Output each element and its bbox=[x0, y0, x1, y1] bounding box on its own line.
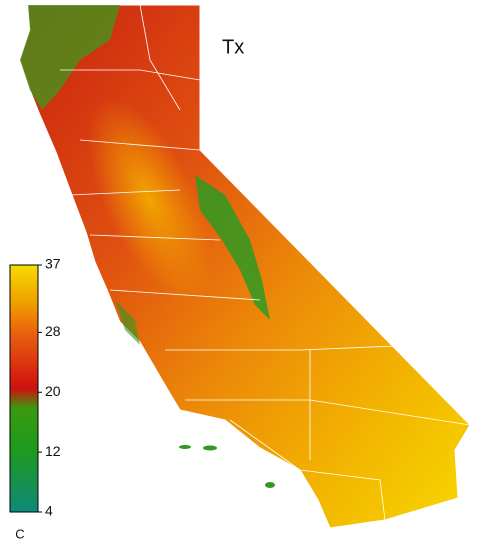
map-title: Tx bbox=[222, 36, 244, 58]
california-map bbox=[19, 4, 471, 529]
colorbar-unit: C bbox=[15, 526, 24, 541]
colorbar-tick-label: 4 bbox=[45, 503, 53, 519]
colorbar-tick-label: 12 bbox=[45, 443, 61, 459]
colorbar-tick-label: 28 bbox=[45, 323, 61, 339]
central-coast-forest bbox=[115, 300, 140, 345]
colorbar-tick-label: 20 bbox=[45, 383, 61, 399]
colorbar-tick-label: 37 bbox=[45, 256, 61, 272]
county-lines bbox=[60, 4, 471, 521]
central-valley bbox=[88, 98, 212, 302]
north-coast-forest bbox=[20, 5, 120, 110]
colorbar bbox=[9, 264, 39, 513]
channel-islands bbox=[179, 445, 275, 488]
sierra-forest bbox=[195, 175, 270, 320]
colorbar-ramp bbox=[9, 264, 39, 513]
